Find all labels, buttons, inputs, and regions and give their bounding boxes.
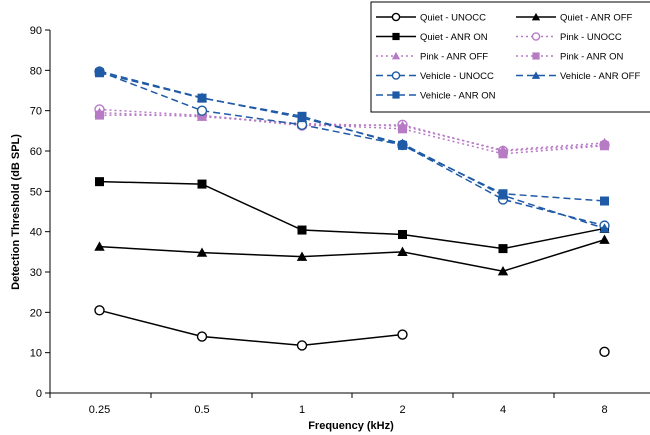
data-point [397, 329, 408, 340]
data-point [532, 52, 540, 60]
data-point [196, 105, 208, 116]
legend-box [370, 1, 650, 113]
y-axis-title: Detection Threshold (dB SPL) [10, 134, 22, 290]
legend-label: Quiet - UNOCC [420, 13, 486, 24]
data-point [398, 229, 407, 239]
y-tick-label: 60 [30, 146, 42, 158]
series-line [99, 72, 605, 202]
x-tick-label: 2 [399, 404, 405, 416]
data-point [392, 91, 400, 99]
series-line [99, 108, 605, 152]
x-tick-label: 8 [601, 404, 607, 416]
data-point [397, 246, 408, 256]
data-point [391, 51, 401, 60]
data-point [600, 141, 609, 151]
y-tick-label: 30 [30, 267, 42, 279]
data-point [95, 177, 104, 187]
data-point [296, 251, 308, 261]
series-layer [94, 65, 610, 358]
series-line [99, 70, 605, 227]
x-tick-label: 1 [299, 404, 305, 416]
data-point [297, 225, 307, 235]
series-line [99, 309, 403, 347]
data-point [599, 346, 610, 358]
y-tick-label: 40 [30, 227, 42, 239]
series-line [99, 180, 605, 250]
data-point [497, 265, 509, 276]
data-point [599, 234, 610, 244]
data-point [498, 244, 508, 254]
data-point [391, 71, 401, 80]
data-point [391, 12, 401, 22]
y-tick-label: 90 [30, 25, 42, 37]
series-line [99, 114, 605, 155]
y-axis-ticks: 0 10 20 30 40 50 60 70 80 90 [30, 25, 50, 400]
x-tick-label: 4 [500, 404, 506, 416]
y-tick-label: 10 [30, 348, 42, 360]
legend-label: Quiet - ANR OFF [560, 13, 633, 24]
y-tick-label: 0 [36, 388, 42, 400]
data-point [94, 305, 105, 316]
series-vehicle-anr-on [95, 68, 609, 206]
data-point [296, 340, 308, 351]
data-point [600, 196, 609, 206]
y-tick-label: 50 [30, 186, 42, 198]
data-point [599, 223, 610, 233]
legend-label: Vehicle - ANR OFF [560, 71, 640, 82]
x-axis-title: Frequency (kHz) [308, 420, 394, 432]
data-point [392, 32, 400, 41]
data-point [498, 189, 508, 199]
series-pink-anr-on [95, 110, 609, 159]
series-quiet-unocc [94, 305, 610, 358]
legend-label: Vehicle - UNOCC [420, 71, 494, 82]
data-point [398, 140, 407, 150]
data-point [531, 12, 541, 21]
series-quiet-anr-on [95, 177, 609, 254]
data-point [531, 32, 541, 41]
data-point [398, 124, 407, 134]
x-axis-ticks: 0.25 0.5 1 2 4 8 [49, 393, 608, 416]
data-point [531, 71, 541, 79]
data-point [498, 149, 508, 159]
series-quiet-anr-off [94, 234, 610, 276]
data-point [197, 93, 207, 103]
y-tick-label: 70 [30, 106, 42, 118]
legend-label: Vehicle - ANR ON [420, 91, 496, 102]
legend-label: Quiet - ANR ON [420, 32, 488, 43]
data-point [95, 68, 104, 78]
data-point [196, 331, 208, 342]
data-point [297, 111, 307, 121]
x-tick-label: 0.5 [194, 404, 209, 416]
y-tick-label: 20 [30, 307, 42, 319]
legend-label: Pink - ANR OFF [420, 52, 488, 63]
x-tick-label: 0.25 [89, 404, 110, 416]
series-line [99, 239, 605, 272]
y-tick-label: 80 [30, 65, 42, 77]
legend-label: Pink - ANR ON [560, 52, 623, 63]
data-point [94, 241, 105, 251]
legend: Quiet - UNOCC Quiet - ANR OFF Quiet - ANR … [370, 1, 650, 113]
data-point [196, 247, 208, 257]
data-point [197, 179, 207, 189]
legend-label: Pink - UNOCC [560, 32, 622, 43]
data-point [95, 110, 104, 120]
